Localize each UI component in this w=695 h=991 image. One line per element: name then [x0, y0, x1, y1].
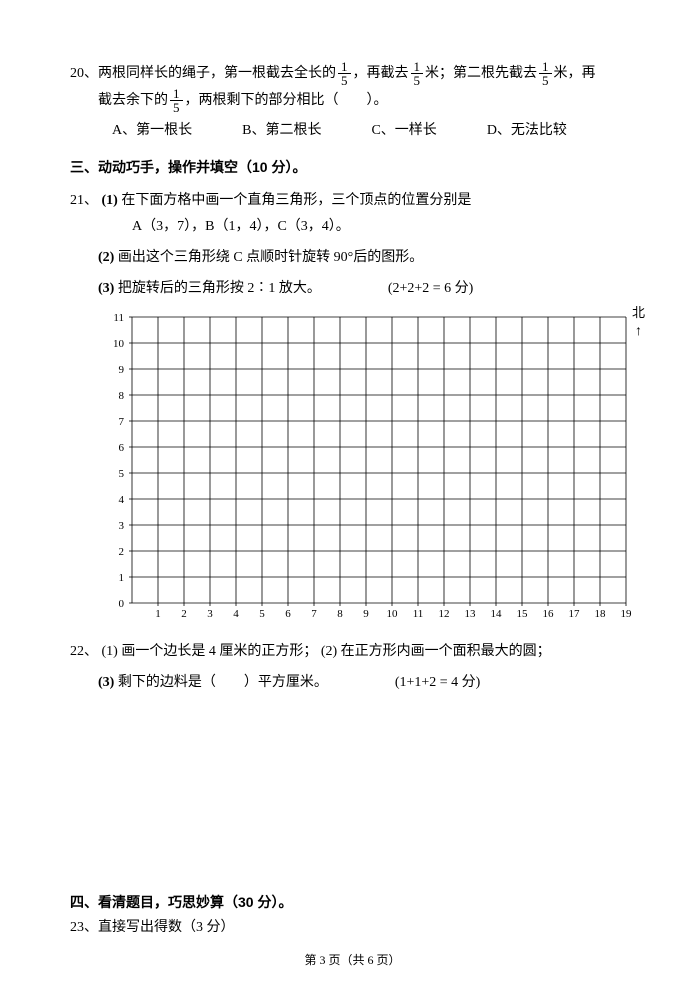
q22-p3-text: 剩下的边料是（ ）平方厘米。: [118, 675, 328, 690]
svg-text:12: 12: [439, 608, 450, 620]
q20-text-2b: ，两根剩下的部分相比（ ）。: [185, 88, 388, 113]
svg-text:10: 10: [387, 608, 399, 620]
svg-text:15: 15: [517, 608, 529, 620]
svg-text:4: 4: [119, 494, 125, 506]
fraction-1-5-a: 1 5: [338, 60, 351, 87]
q21-p1-line2: A（3，7），B（1，4），C（3，4）。: [70, 214, 635, 239]
q21-p3-num: (3): [98, 281, 114, 296]
svg-text:11: 11: [113, 312, 124, 324]
section-3-title: 三、动动巧手，操作并填空（10 分）。: [70, 155, 635, 180]
svg-text:11: 11: [413, 608, 424, 620]
frac-den: 5: [338, 74, 351, 87]
svg-text:3: 3: [119, 520, 125, 532]
svg-text:10: 10: [113, 338, 125, 350]
svg-text:4: 4: [233, 608, 239, 620]
svg-text:14: 14: [491, 608, 503, 620]
q21-p2-text: 画出这个三角形绕 C 点顺时针旋转 90°后的图形。: [118, 250, 423, 265]
q22-p2-num: (2): [321, 644, 337, 659]
fraction-1-5-b: 1 5: [411, 60, 424, 87]
svg-text:9: 9: [119, 364, 125, 376]
option-c: C、一样长: [371, 118, 436, 143]
q22-p3-score: (1+1+2 = 4 分): [395, 675, 481, 690]
frac-den: 5: [539, 74, 552, 87]
grid-container: 北 ↑ 012345678910111234567891011121314151…: [98, 307, 635, 627]
fraction-1-5-c: 1 5: [539, 60, 552, 87]
question-21: 21、 (1) 在下面方格中画一个直角三角形，三个顶点的位置分别是 A（3，7）…: [70, 188, 635, 627]
north-indicator: 北 ↑: [632, 301, 645, 338]
q20-text-1d: 米，再: [554, 61, 596, 86]
frac-den: 5: [170, 101, 183, 114]
frac-num: 1: [170, 87, 183, 101]
q21-p1-num: (1): [102, 193, 118, 208]
q22-number: 22、: [70, 644, 98, 659]
frac-num: 1: [539, 60, 552, 74]
blank-workspace: [70, 702, 635, 882]
question-22: 22、 (1) 画一个边长是 4 厘米的正方形； (2) 在正方形内画一个面积最…: [70, 639, 635, 695]
svg-text:3: 3: [207, 608, 213, 620]
q22-p1-num: (1): [102, 644, 118, 659]
question-20: 20、 两根同样长的绳子，第一根截去全长的 1 5 ，再截去 1 5 米；第二根…: [70, 60, 635, 143]
q20-text-1c: 米；第二根先截去: [425, 61, 537, 86]
svg-text:1: 1: [119, 572, 125, 584]
svg-text:2: 2: [119, 546, 125, 558]
svg-text:6: 6: [285, 608, 291, 620]
svg-text:13: 13: [465, 608, 477, 620]
q21-p2-num: (2): [98, 250, 114, 265]
q21-p1-text: 在下面方格中画一个直角三角形，三个顶点的位置分别是: [121, 193, 471, 208]
svg-text:0: 0: [119, 598, 125, 610]
q22-p3-num: (3): [98, 675, 114, 690]
svg-text:9: 9: [363, 608, 369, 620]
svg-text:7: 7: [311, 608, 317, 620]
q20-number: 20、: [70, 61, 98, 86]
option-a: A、第一根长: [112, 118, 192, 143]
svg-text:17: 17: [569, 608, 581, 620]
svg-text:5: 5: [259, 608, 265, 620]
fraction-1-5-d: 1 5: [170, 87, 183, 114]
q22-p2-text: 在正方形内画一个面积最大的圆；: [341, 644, 551, 659]
q21-number: 21、: [70, 193, 98, 208]
svg-text:19: 19: [621, 608, 633, 620]
q20-line2: 截去余下的 1 5 ，两根剩下的部分相比（ ）。: [70, 87, 635, 114]
svg-text:18: 18: [595, 608, 607, 620]
svg-text:7: 7: [119, 416, 125, 428]
svg-text:5: 5: [119, 468, 125, 480]
svg-text:8: 8: [337, 608, 343, 620]
svg-text:8: 8: [119, 390, 125, 402]
frac-num: 1: [411, 60, 424, 74]
page-footer: 第 3 页（共 6 页）: [70, 950, 635, 972]
option-b: B、第二根长: [242, 118, 321, 143]
q21-p3-text: 把旋转后的三角形按 2∶1 放大。: [118, 281, 321, 296]
q22-p1-text: 画一个边长是 4 厘米的正方形；: [121, 644, 317, 659]
north-arrow-icon: ↑: [632, 325, 645, 339]
q20-text-1b: ，再截去: [353, 61, 409, 86]
q20-line1: 20、 两根同样长的绳子，第一根截去全长的 1 5 ，再截去 1 5 米；第二根…: [70, 60, 635, 87]
q20-text-2a: 截去余下的: [98, 88, 168, 113]
svg-text:2: 2: [181, 608, 187, 620]
svg-text:1: 1: [155, 608, 161, 620]
svg-text:16: 16: [543, 608, 555, 620]
q20-text-1a: 两根同样长的绳子，第一根截去全长的: [98, 61, 336, 86]
north-label: 北: [632, 301, 645, 324]
svg-text:6: 6: [119, 442, 125, 454]
frac-num: 1: [338, 60, 351, 74]
q21-p3-score: (2+2+2 = 6 分): [388, 281, 474, 296]
section-4-title: 四、看清题目，巧思妙算（30 分）。: [70, 890, 635, 915]
q20-options: A、第一根长 B、第二根长 C、一样长 D、无法比较: [70, 118, 635, 143]
question-23: 23、直接写出得数（3 分）: [70, 915, 635, 940]
coordinate-grid: 0123456789101112345678910111213141516171…: [98, 307, 638, 627]
option-d: D、无法比较: [487, 118, 567, 143]
frac-den: 5: [411, 74, 424, 87]
